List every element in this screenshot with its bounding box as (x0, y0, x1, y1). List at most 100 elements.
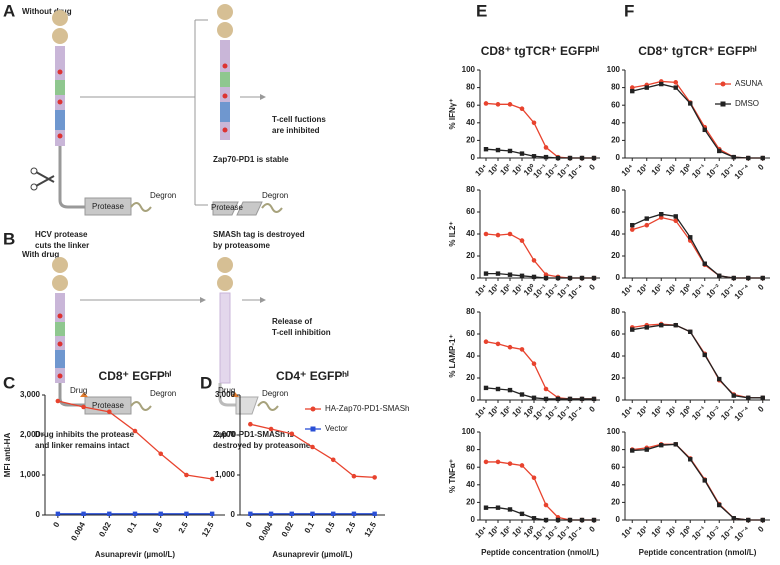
point (688, 101, 693, 106)
chart-title: CD4⁺ EGFPʰⁱ (276, 369, 349, 383)
x-tick-label: 10⁻¹ (690, 524, 708, 542)
series-line (485, 387, 594, 400)
y-axis-label: % TNFα⁺ (448, 459, 457, 493)
point (702, 478, 707, 483)
point (673, 80, 679, 85)
point (132, 511, 138, 516)
point (591, 155, 597, 161)
point (310, 444, 315, 450)
point (630, 327, 635, 332)
y-tick-label: 60 (466, 207, 475, 216)
caption: Drug inhibits the protease (35, 430, 135, 439)
point (184, 511, 189, 516)
x-tick-label: 0 (756, 162, 766, 172)
point (659, 443, 664, 448)
x-tick-label: 10⁻⁴ (733, 405, 751, 423)
point (746, 517, 751, 523)
protease: Protease (92, 202, 125, 211)
point (507, 344, 513, 350)
point (184, 472, 189, 478)
point (81, 404, 86, 410)
point (81, 511, 86, 516)
y-tick-label: 80 (466, 307, 475, 316)
outcome: Release of (272, 317, 312, 326)
series-line (632, 80, 763, 159)
y-tick-label: 100 (607, 427, 621, 436)
point (519, 273, 525, 278)
y-axis-label: MFI anti-HA (3, 433, 12, 478)
point (531, 475, 537, 481)
x-tick-label: 2.5 (177, 520, 191, 535)
x-tick-label: 10⁴ (620, 405, 635, 420)
point (483, 505, 489, 510)
series-line (632, 216, 763, 279)
point (519, 238, 525, 243)
protease: Protease (92, 401, 125, 410)
x-tick-label: 10⁻² (705, 162, 723, 180)
y-tick-label: 60 (466, 100, 475, 109)
point (688, 329, 693, 334)
x-axis-label: Peptide concentration (nmol/L) (639, 548, 757, 557)
point (531, 395, 537, 400)
y-tick-label: 80 (466, 185, 475, 194)
legend-label: DMSO (735, 99, 759, 108)
point (483, 231, 489, 237)
series-line (486, 461, 594, 521)
caption: Zap70-PD1-SMASh is (213, 430, 294, 439)
x-tick-label: 10¹ (664, 282, 679, 297)
x-tick-label: 10⁻⁴ (733, 163, 751, 181)
x-tick-label: 0 (587, 162, 597, 172)
point (310, 511, 315, 516)
y-tick-label: 20 (466, 373, 475, 382)
point (630, 223, 635, 228)
point (543, 145, 549, 150)
point (531, 361, 537, 367)
x-tick-label: 10³ (635, 404, 650, 419)
point (209, 476, 215, 482)
point (659, 81, 664, 87)
y-tick-label: 60 (466, 462, 475, 471)
chart-title: CD8⁺ tgTCR⁺ EGFPʰⁱ (481, 44, 600, 58)
point (731, 275, 736, 281)
caption: cuts the linker (35, 241, 89, 250)
x-tick-label: 10⁻⁴ (733, 525, 751, 543)
point (644, 325, 649, 330)
point (746, 155, 751, 161)
x-tick-label: 10¹ (664, 404, 679, 419)
point (483, 271, 489, 276)
protease: Protease (211, 203, 244, 212)
point (567, 396, 573, 402)
point (555, 517, 561, 523)
caption: by proteasome (213, 241, 270, 250)
point (760, 517, 765, 523)
point (644, 447, 649, 452)
x-tick-label: 10³ (635, 524, 650, 539)
panel-label: C (3, 373, 15, 392)
x-tick-label: 0.004 (257, 520, 275, 542)
outcome: T-cell fuctions (272, 115, 326, 124)
point (543, 396, 549, 402)
panel-label: E (476, 1, 487, 20)
series-line (485, 148, 594, 159)
x-tick-label: 10⁻² (705, 282, 723, 300)
legend-label: Vector (325, 424, 348, 433)
y-tick-label: 80 (611, 83, 620, 92)
y-tick-label: 80 (466, 445, 475, 454)
x-tick-label: 10⁻² (705, 524, 723, 542)
y-tick-label: 40 (611, 118, 620, 127)
point (717, 148, 722, 154)
point (543, 502, 549, 508)
point (543, 517, 549, 523)
point (106, 409, 112, 415)
x-tick-label: 10⁴ (620, 283, 635, 298)
point (555, 155, 561, 161)
y-tick-label: 100 (607, 65, 621, 74)
y-tick-label: 20 (611, 136, 620, 145)
y-tick-label: 80 (611, 445, 620, 454)
legend-label: HA-Zap70-PD1-SMASh (325, 404, 409, 413)
degron: Degron (262, 191, 288, 200)
series-line (485, 233, 594, 279)
point (629, 85, 635, 90)
series-line (632, 323, 763, 399)
